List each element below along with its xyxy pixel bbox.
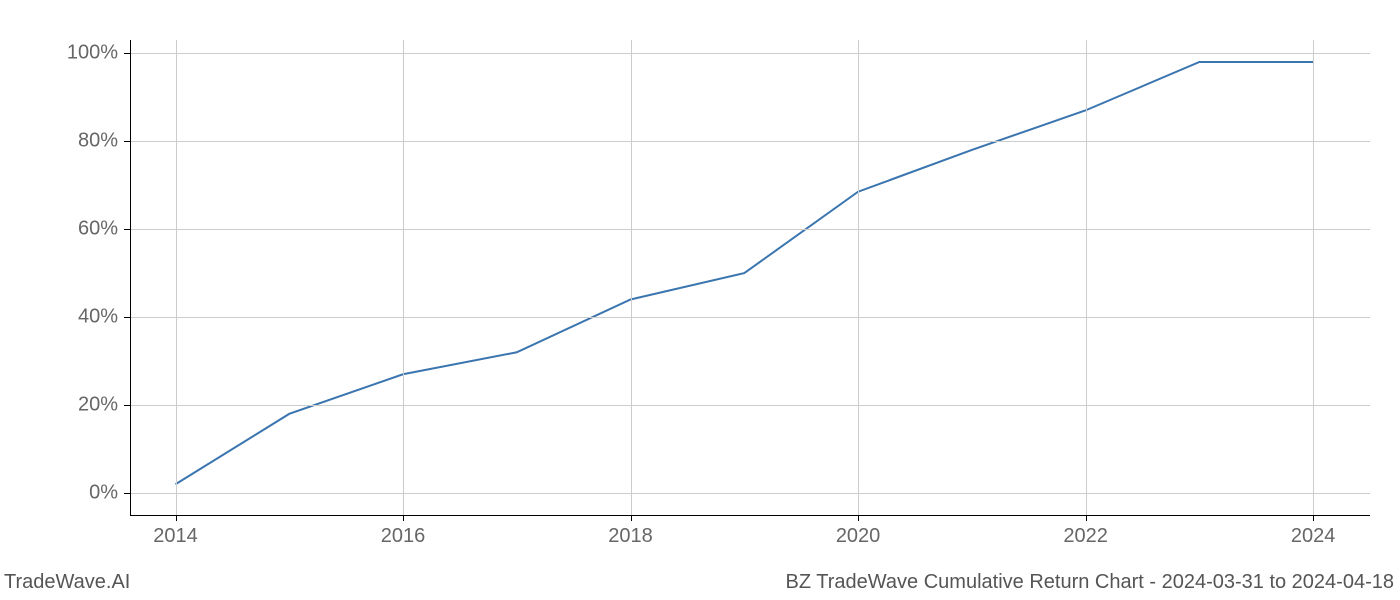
grid-line-vertical xyxy=(176,40,177,515)
plot-area: 0%20%40%60%80%100%2014201620182020202220… xyxy=(130,40,1370,515)
x-tick-label: 2022 xyxy=(1063,525,1108,548)
y-tick-label: 60% xyxy=(78,218,118,241)
chart-container: 0% 20% 40% 60% 80% 100% 2014 2016 2018 2020 2022 20… xyxy=(0,0,1400,600)
x-tick-label: 2024 xyxy=(1291,525,1336,548)
grid-line-vertical xyxy=(403,40,404,515)
grid-line-vertical xyxy=(631,40,632,515)
x-tick-label: 2018 xyxy=(608,525,653,548)
footer-right-label: BZ TradeWave Cumulative Return Chart - 2… xyxy=(786,571,1394,594)
grid-line-horizontal xyxy=(130,141,1370,142)
footer-left-label: TradeWave.AI xyxy=(4,571,130,594)
y-tick-label: 0% xyxy=(89,482,118,505)
x-tick-label: 2016 xyxy=(381,525,426,548)
line-chart-svg xyxy=(130,40,1370,515)
y-tick-label: 100% xyxy=(67,42,118,65)
x-tick-label: 2020 xyxy=(836,525,881,548)
grid-line-horizontal xyxy=(130,493,1370,494)
grid-line-horizontal xyxy=(130,405,1370,406)
y-tick-label: 80% xyxy=(78,130,118,153)
y-tick-label: 40% xyxy=(78,306,118,329)
grid-line-horizontal xyxy=(130,317,1370,318)
y-tick-label: 20% xyxy=(78,394,118,417)
y-axis-spine xyxy=(130,40,131,515)
grid-line-horizontal xyxy=(130,53,1370,54)
x-tick-label: 2014 xyxy=(153,525,198,548)
x-axis-spine xyxy=(130,515,1370,516)
grid-line-vertical xyxy=(1313,40,1314,515)
grid-line-vertical xyxy=(1086,40,1087,515)
grid-line-vertical xyxy=(858,40,859,515)
data-line xyxy=(176,62,1314,484)
grid-line-horizontal xyxy=(130,229,1370,230)
